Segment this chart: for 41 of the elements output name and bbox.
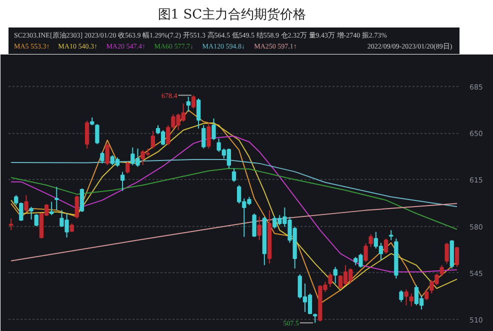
candlestick [105,142,110,166]
candlestick [399,290,404,302]
candlestick [313,313,318,324]
candlestick [100,151,104,164]
candlestick [74,195,79,220]
candlestick [454,246,460,268]
line-series [10,203,458,262]
candlestick [150,130,155,150]
candlestick [424,290,429,301]
candlestick [333,266,338,284]
line-series [10,168,458,230]
candlestick [328,272,332,288]
candlestick [191,94,196,109]
candlestick [29,206,34,220]
candlestick [54,186,59,211]
candlestick [186,96,190,112]
candlestick [409,293,414,307]
chart-title: 图1 SC主力合约期货价格 [158,6,306,22]
candlestick [202,124,206,150]
candlestick [368,234,373,248]
candlestick [80,188,84,212]
candlestick [50,201,54,216]
candlestick [440,264,444,277]
candlestick [257,216,262,241]
candlestick [404,289,408,306]
candlestick [389,230,394,241]
candlestick [196,98,201,130]
candlestick [34,214,38,227]
candlestick [84,120,90,150]
candlestick [232,168,236,182]
line-series [10,158,458,208]
candlestick [384,238,388,254]
candlestick [126,161,130,174]
candlestick [212,118,216,141]
candlestick [95,124,100,145]
candlestick [24,194,28,212]
candlestick [444,242,449,264]
candlestick [364,242,368,262]
candlestick [120,171,125,192]
candlestick [206,122,211,150]
candlestick [252,213,256,238]
